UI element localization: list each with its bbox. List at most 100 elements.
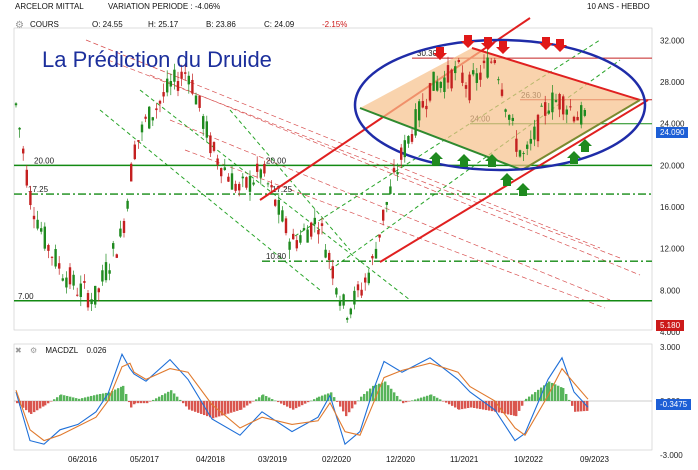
candle-body bbox=[252, 182, 255, 185]
candle-body bbox=[540, 105, 543, 107]
sell-arrow-icon bbox=[539, 37, 553, 50]
candle-body bbox=[396, 172, 399, 175]
macd-histogram-bar bbox=[130, 401, 133, 408]
macd-histogram-bar bbox=[36, 401, 39, 411]
sell-arrow-icon bbox=[433, 47, 447, 60]
macd-histogram-bar bbox=[200, 401, 203, 414]
macd-histogram-bar bbox=[458, 401, 461, 410]
macd-histogram-bar bbox=[321, 395, 324, 401]
candle-body bbox=[180, 71, 183, 79]
macd-line bbox=[15, 352, 589, 446]
candle-body bbox=[299, 235, 302, 243]
buy-arrow-icon bbox=[516, 183, 530, 196]
macd-histogram-bar bbox=[439, 399, 442, 401]
candle-body bbox=[36, 219, 39, 229]
macd-histogram-bar bbox=[414, 399, 417, 401]
triangle-right-line bbox=[521, 99, 641, 171]
macd-histogram-bar bbox=[571, 401, 574, 406]
macd-histogram-bar bbox=[274, 400, 277, 402]
macd-histogram-bar bbox=[525, 398, 528, 401]
macd-histogram-bar bbox=[375, 384, 378, 401]
buy-arrow-icon bbox=[567, 151, 581, 164]
macd-histogram-bar bbox=[557, 385, 560, 401]
macd-histogram-bar bbox=[146, 401, 149, 404]
macd-histogram-bar bbox=[307, 401, 310, 403]
candle-body bbox=[522, 153, 525, 155]
macd-histogram-bar bbox=[185, 401, 188, 407]
macd-histogram-bar bbox=[209, 401, 212, 418]
price-axis-tick: 4.000 bbox=[660, 328, 681, 337]
sell-arrow-icon bbox=[496, 41, 510, 54]
macd-histogram-bar bbox=[515, 401, 518, 417]
macd-histogram-bar bbox=[42, 401, 45, 407]
macd-histogram-bar bbox=[543, 385, 546, 401]
macd-histogram-bar bbox=[120, 386, 123, 401]
close-icon[interactable]: ✖ bbox=[15, 346, 22, 355]
candle-body bbox=[544, 102, 547, 116]
macd-histogram-bar bbox=[164, 393, 167, 401]
candle-body bbox=[432, 71, 435, 91]
candle-body bbox=[76, 294, 79, 296]
candle-body bbox=[288, 241, 291, 250]
macd-histogram-bar bbox=[363, 393, 366, 401]
macd-histogram-bar bbox=[298, 401, 301, 407]
buy-arrow-icon bbox=[429, 152, 443, 165]
macd-histogram-bar bbox=[170, 390, 173, 401]
green-dashed-channel-line bbox=[139, 89, 411, 301]
candle-body bbox=[389, 186, 392, 194]
candle-body bbox=[313, 217, 316, 225]
candle-body bbox=[310, 222, 313, 237]
macd-histogram-bar bbox=[336, 401, 339, 402]
macd-histogram-bar bbox=[479, 401, 482, 410]
macd-histogram-bar bbox=[442, 401, 445, 402]
candle-body bbox=[61, 278, 64, 281]
candle-body bbox=[94, 285, 97, 305]
settings-gear-icon[interactable]: ⚙ bbox=[29, 346, 38, 355]
macd-histogram-bar bbox=[467, 401, 470, 409]
candle-body bbox=[346, 318, 349, 320]
candle-body bbox=[83, 281, 86, 283]
price-plot-frame bbox=[13, 27, 653, 331]
macd-histogram-bar bbox=[167, 391, 170, 401]
macd-histogram-bar bbox=[99, 393, 102, 401]
macd-histogram-bar bbox=[366, 391, 369, 401]
macd-histogram-bar bbox=[534, 392, 537, 401]
candle-body bbox=[385, 201, 388, 205]
candle-body bbox=[162, 92, 165, 97]
macd-histogram-bar bbox=[577, 401, 580, 412]
candle-body bbox=[446, 65, 450, 83]
candle-body bbox=[457, 60, 460, 63]
macd-histogram-bar bbox=[327, 393, 330, 401]
buy-arrow-icon bbox=[500, 173, 514, 186]
candle-body bbox=[47, 245, 50, 251]
candle-body bbox=[22, 148, 25, 154]
macd-histogram-bar bbox=[212, 401, 215, 419]
candle-body bbox=[191, 79, 194, 94]
candle-body bbox=[173, 69, 176, 82]
candle-body bbox=[558, 94, 561, 110]
candle-body bbox=[14, 103, 18, 106]
macd-histogram-bar bbox=[81, 398, 84, 401]
sell-arrow-icon bbox=[461, 35, 475, 48]
candle-body bbox=[580, 105, 583, 125]
candle-body bbox=[378, 234, 381, 238]
candle-body bbox=[115, 254, 118, 258]
macd-histogram-bar bbox=[102, 393, 105, 401]
candle-body bbox=[475, 73, 478, 83]
macd-histogram-bar bbox=[60, 394, 63, 401]
macd-histogram-bar bbox=[390, 388, 393, 401]
candle-body bbox=[356, 284, 360, 291]
macd-histogram-bar bbox=[546, 383, 549, 401]
level-label: 7.00 bbox=[18, 292, 34, 301]
candle-body bbox=[220, 168, 223, 177]
x-axis-label: 09/2023 bbox=[580, 455, 609, 464]
candle-body bbox=[324, 249, 327, 258]
macd-histogram-bar bbox=[330, 392, 333, 401]
macd-histogram-bar bbox=[203, 401, 206, 416]
macd-histogram-bar bbox=[96, 394, 99, 401]
macd-histogram-bar bbox=[491, 401, 494, 412]
candle-body bbox=[126, 200, 129, 209]
settings-gear-icon[interactable]: ⚙ bbox=[15, 20, 24, 31]
macd-histogram-bar bbox=[369, 388, 372, 401]
macd-histogram-bar bbox=[405, 401, 408, 403]
